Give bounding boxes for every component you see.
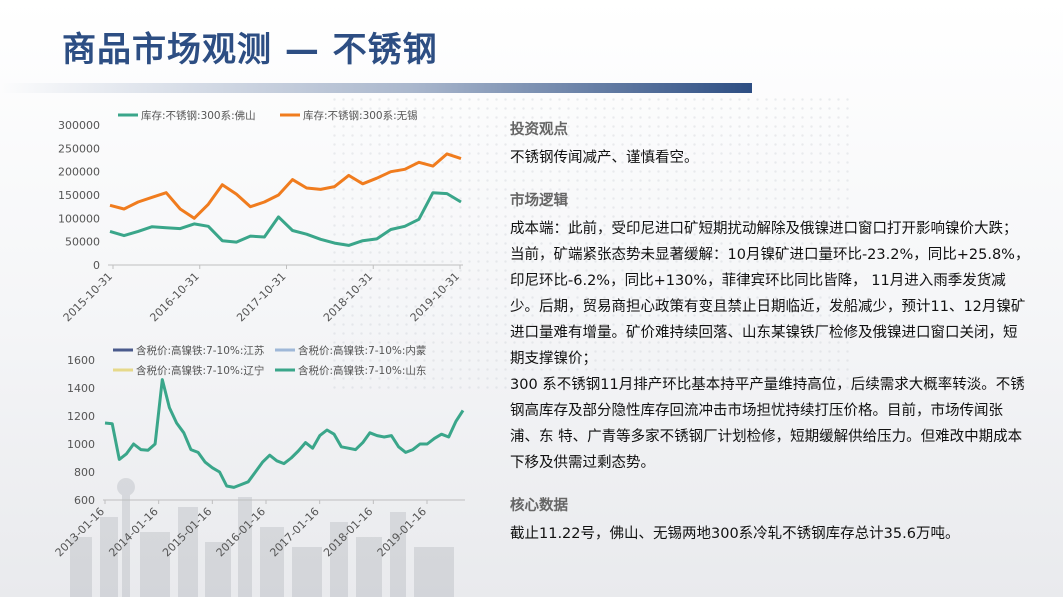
y-tick-label: 250000 — [58, 142, 100, 155]
series-line — [109, 152, 462, 220]
legend-label: 含税价:高镍铁:7-10%:内蒙 — [298, 344, 426, 357]
x-tick-label: 2018-10-31 — [321, 270, 375, 324]
y-tick-label: 100000 — [58, 212, 100, 225]
page-title: 商品市场观测 — 不锈钢 — [62, 30, 438, 70]
nickel-pig-iron-price-chart: 含税价:高镍铁:7-10%:江苏 含税价:高镍铁:7-10%:内蒙 含税价:高镍铁:… — [55, 340, 475, 590]
section-heading: 市场逻辑 — [510, 193, 568, 209]
y-tick-label: 150000 — [58, 189, 100, 202]
text-panel: 投资观点 不锈钢传闻减产、谨慎看空。 市场逻辑 成本端：此前，受印尼进口矿短期扰… — [510, 118, 1030, 565]
inventory-chart: 库存:不锈钢:300系:佛山 库存:不锈钢:300系:无锡 0 50000 100000… — [55, 100, 475, 330]
y-tick-label: 1400 — [67, 382, 95, 395]
legend-label: 库存:不锈钢:300系:无锡 — [303, 109, 418, 122]
x-tick-label: 2015-10-31 — [61, 270, 115, 324]
series-line — [109, 191, 462, 247]
legend-label: 含税价:高镍铁:7-10%:山东 — [298, 364, 426, 377]
x-tick-label: 2018-01-16 — [321, 505, 375, 559]
legend-label: 含税价:高镍铁:7-10%:江苏 — [136, 344, 264, 357]
section-paragraph: 成本端：此前，受印尼进口矿短期扰动解除及俄镍进口窗口打开影响镍价大跌；当前，矿端… — [510, 221, 1030, 367]
x-tick-label: 2017-10-31 — [234, 270, 288, 324]
x-tick-label: 2014-01-16 — [106, 505, 160, 559]
y-tick-label: 300000 — [58, 119, 100, 132]
section-core-data: 核心数据 截止11.22号，佛山、无锡两地300系冷轧不锈钢库存总计35.6万吨… — [510, 494, 1030, 547]
x-tick-label: 2013-01-16 — [55, 505, 107, 559]
y-tick-label: 50000 — [65, 236, 100, 249]
legend-label: 含税价:高镍铁:7-10%:辽宁 — [136, 364, 264, 377]
y-tick-label: 600 — [74, 494, 95, 507]
x-tick-label: 2015-01-16 — [160, 505, 214, 559]
world-map-dots — [330, 95, 850, 395]
x-tick-label: 2016-10-31 — [147, 270, 201, 324]
section-paragraph: 不锈钢传闻减产、谨慎看空。 — [510, 150, 699, 166]
section-heading: 投资观点 — [510, 122, 568, 138]
section-market-logic: 市场逻辑 成本端：此前，受印尼进口矿短期扰动解除及俄镍进口窗口打开影响镍价大跌；… — [510, 189, 1030, 476]
y-tick-label: 1600 — [67, 354, 95, 367]
y-tick-label: 1000 — [67, 438, 95, 451]
section-paragraph: 300 系不锈钢11月排产环比基本持平产量维持高位，后续需求大概率转淡。不锈钢高… — [510, 377, 1025, 471]
x-tick-label: 2019-10-31 — [408, 270, 462, 324]
section-paragraph: 截止11.22号，佛山、无锡两地300系冷轧不锈钢库存总计35.6万吨。 — [510, 526, 960, 542]
x-tick-label: 2016-01-16 — [214, 505, 268, 559]
x-tick-label: 2017-01-16 — [267, 505, 321, 559]
city-skyline-watermark — [70, 478, 454, 597]
section-heading: 核心数据 — [510, 498, 568, 514]
legend-label: 库存:不锈钢:300系:佛山 — [141, 109, 256, 122]
inventory-chart-svg: 库存:不锈钢:300系:佛山 库存:不锈钢:300系:无锡 0 50000 100000… — [58, 109, 463, 324]
y-tick-label: 800 — [74, 466, 95, 479]
section-investment-view: 投资观点 不锈钢传闻减产、谨慎看空。 — [510, 118, 1030, 171]
y-tick-label: 0 — [93, 259, 100, 272]
series-line — [104, 378, 465, 489]
nickel-pig-iron-chart-svg: 含税价:高镍铁:7-10%:江苏 含税价:高镍铁:7-10%:内蒙含税价:高镍铁:… — [55, 344, 465, 559]
x-tick-label: 2019-01-16 — [375, 505, 429, 559]
y-tick-label: 200000 — [58, 166, 100, 179]
title-underline — [0, 83, 752, 93]
y-tick-label: 1200 — [67, 410, 95, 423]
